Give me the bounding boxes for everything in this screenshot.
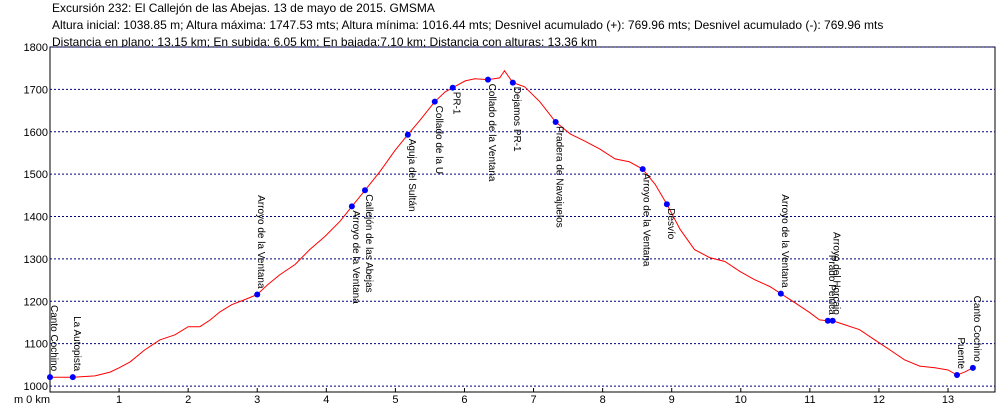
waypoint [829,317,836,324]
x-tick-label: 5 [392,394,398,405]
x-tick-label: 7 [530,394,536,405]
waypoint-label: Pradera de Navajuelos [554,126,565,228]
waypoint [484,76,491,83]
x-tick-label: 1 [116,394,122,405]
waypoint-label: La Autopista [71,316,82,371]
waypoint-label: Arroyo de la Ventana [641,173,652,267]
waypoint [449,84,456,91]
waypoint [431,98,438,105]
x-tick-label: 10 [735,394,747,405]
y-tick-label: 1200 [24,296,48,308]
waypoint [509,79,516,86]
waypoint-label: Dejamos PR-1 [511,87,522,152]
waypoint-label: Collado de la U [433,106,444,174]
waypoint-label: Collado de la Ventana [486,84,497,182]
waypoint [362,187,368,194]
x-tick-label: 9 [669,394,675,405]
waypoint-label: PR-1 [451,92,462,115]
waypoint-label: Arroyo de la Ventana [350,210,361,304]
y-tick-label: 1700 [24,84,48,96]
x-tick-label: 2 [185,394,191,405]
waypoint [47,374,53,381]
x-tick-label: 11 [804,394,815,405]
waypoint-label: Aguja del Sultán [406,139,417,212]
y-tick-label: 1300 [24,254,48,266]
x-tick-label: 12 [873,394,885,405]
plot-area [49,46,996,393]
waypoint [69,374,76,381]
x-tick-label: 13 [942,394,954,405]
x-tick-label: 8 [600,394,606,405]
waypoint [254,291,261,298]
waypoint-label: Callejón de las Abejas [363,194,374,292]
waypoint-label: Arroyo del Horcajo [831,232,842,315]
waypoint [777,290,784,297]
waypoint-label: Puente [955,337,966,369]
y-tick-label: 1800 [24,42,48,54]
waypoint [552,119,559,126]
waypoint [954,372,961,379]
waypoint-label: Canto Cochino [971,296,982,363]
waypoint-label: Desvío [665,208,676,240]
x-tick-label: 3 [254,394,260,405]
chart-title: Excursión 232: El Callejón de las Abejas… [52,1,435,15]
y-tick-label: 1500 [24,169,48,181]
waypoint [663,201,670,208]
x-tick-label: 6 [461,394,467,405]
waypoint [639,166,646,173]
x-tick-label: 4 [323,394,329,405]
y-tick-label: 1000 [24,381,48,393]
waypoint [348,203,355,210]
y-tick-label: 1100 [24,339,48,351]
waypoint-label: Arroyo de la Ventana [779,194,790,288]
waypoint [404,131,411,138]
x-tick-label: m 0 km [14,394,50,405]
waypoint-label: Canto Cochino [48,305,59,372]
chart-subtitle: Altura inicial: 1038.85 m; Altura máxima… [52,18,883,32]
y-tick-label: 1600 [24,127,48,139]
waypoint-label: Arroyo de la Ventana [255,195,266,289]
waypoint-label: Prado Peluca [826,255,837,315]
chart-subtitle: Distancia en plano: 13.15 km; En subida:… [52,35,597,49]
y-tick-label: 1400 [24,212,48,224]
waypoint [824,317,831,324]
waypoint [969,364,976,371]
